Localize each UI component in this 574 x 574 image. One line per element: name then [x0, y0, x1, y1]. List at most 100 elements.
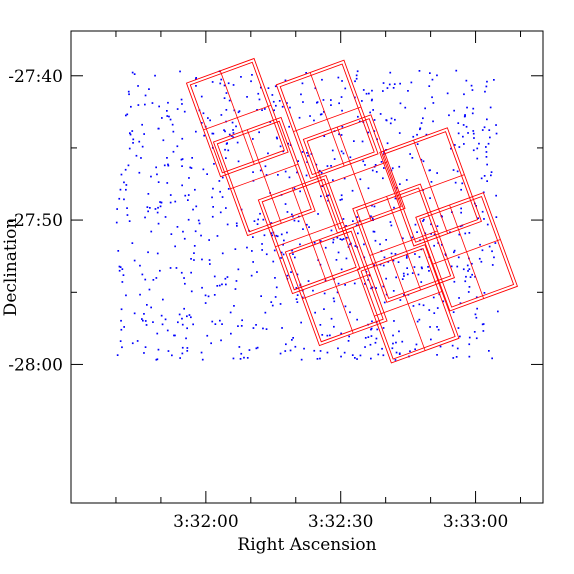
source-point — [453, 109, 455, 112]
source-point — [392, 334, 394, 337]
source-point — [420, 266, 423, 269]
source-point — [420, 122, 423, 124]
source-point — [333, 300, 336, 303]
source-point — [275, 136, 278, 139]
source-point — [368, 92, 370, 95]
source-point — [240, 76, 242, 78]
source-point — [179, 357, 181, 359]
source-point — [120, 319, 122, 322]
source-point — [280, 257, 282, 259]
source-point — [214, 323, 217, 325]
source-point — [399, 102, 402, 105]
source-point — [468, 343, 471, 346]
source-point — [274, 296, 277, 298]
source-point — [365, 92, 368, 95]
source-point — [141, 145, 144, 148]
source-point — [184, 282, 186, 285]
source-point — [332, 238, 335, 241]
source-point — [139, 293, 141, 296]
source-point — [262, 327, 264, 330]
source-point — [159, 205, 162, 208]
footprint-tiles — [185, 57, 519, 364]
source-point — [402, 237, 404, 240]
source-point — [275, 234, 278, 237]
source-point — [482, 323, 485, 325]
source-point — [417, 273, 420, 276]
source-point — [202, 112, 205, 115]
source-point — [300, 358, 303, 361]
source-point — [399, 299, 402, 301]
source-point — [463, 115, 466, 118]
source-point — [319, 350, 322, 352]
source-point — [371, 320, 373, 323]
source-point — [246, 357, 249, 359]
source-point — [490, 174, 492, 177]
source-point — [323, 111, 325, 113]
source-point — [495, 124, 497, 126]
source-point — [235, 125, 237, 128]
source-point — [186, 315, 188, 318]
source-point — [401, 278, 404, 280]
source-point — [189, 166, 192, 169]
source-point — [227, 188, 230, 190]
source-point — [485, 85, 488, 88]
source-point — [201, 286, 203, 289]
source-point — [386, 87, 389, 89]
footprint-tile — [302, 114, 406, 234]
source-point — [436, 225, 439, 227]
source-point — [250, 274, 253, 277]
source-point — [418, 70, 421, 72]
source-point — [209, 119, 211, 122]
source-point — [265, 253, 268, 256]
source-point — [201, 358, 204, 361]
source-point — [409, 350, 411, 353]
source-point — [228, 133, 231, 136]
source-point — [342, 152, 345, 155]
source-point — [349, 156, 352, 159]
source-point — [180, 271, 183, 274]
source-point — [347, 340, 350, 342]
source-point — [231, 121, 234, 124]
source-point — [475, 337, 478, 340]
source-point — [282, 150, 285, 153]
source-point — [421, 267, 423, 270]
source-point — [212, 132, 215, 135]
source-point — [206, 173, 208, 175]
source-point — [141, 318, 143, 320]
source-point — [195, 130, 197, 133]
source-point — [367, 336, 370, 338]
footprint-tile — [212, 116, 316, 237]
source-point — [306, 152, 308, 154]
source-point — [464, 114, 466, 116]
source-point — [232, 129, 234, 131]
source-point — [155, 358, 158, 361]
y-tick-label: -28:00 — [8, 355, 63, 375]
source-point — [430, 233, 432, 235]
source-point — [166, 115, 169, 117]
source-point — [486, 163, 488, 166]
source-point — [473, 331, 476, 333]
source-point — [181, 352, 184, 355]
source-point — [169, 194, 172, 196]
footprint-outline — [302, 114, 406, 234]
source-point — [287, 142, 289, 145]
source-point — [206, 334, 209, 337]
source-point — [383, 167, 385, 169]
source-point — [489, 136, 491, 139]
source-point — [476, 157, 479, 160]
source-point — [193, 245, 196, 247]
source-point — [329, 334, 331, 337]
source-point — [133, 259, 136, 262]
source-point — [220, 339, 222, 342]
source-point — [416, 231, 418, 233]
source-point — [460, 188, 462, 191]
source-point — [312, 289, 314, 292]
source-point — [126, 207, 128, 209]
source-point — [453, 249, 456, 252]
source-point — [422, 220, 424, 222]
source-point — [414, 223, 417, 226]
source-point — [284, 170, 287, 173]
source-point — [452, 357, 455, 359]
source-point — [218, 180, 221, 182]
source-point — [370, 327, 373, 330]
